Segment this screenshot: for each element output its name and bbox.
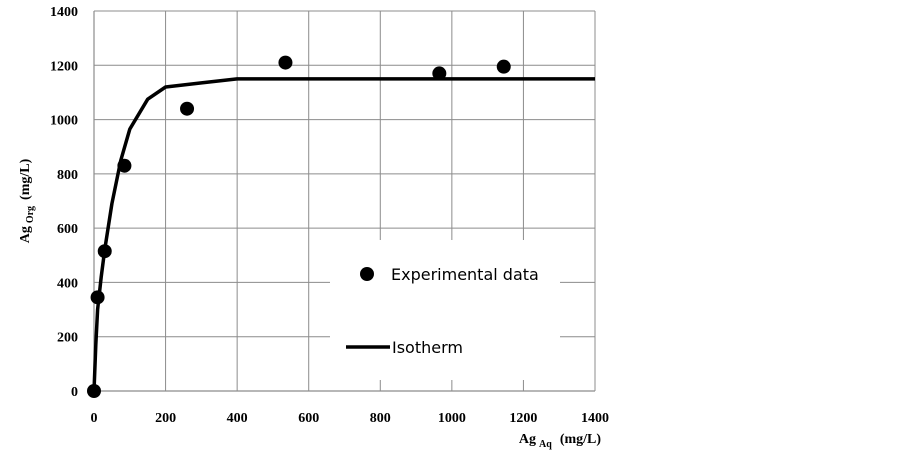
legend-label-experimental: Experimental data — [391, 265, 539, 284]
data-point-4 — [180, 101, 195, 116]
y-tick-label-6: 1200 — [50, 59, 78, 74]
data-point-1 — [90, 290, 105, 305]
legend-box — [330, 240, 560, 380]
x-axis-title: Ag Aq (mg/L) — [519, 432, 601, 450]
x-axis-title-main: Ag — [519, 432, 536, 447]
legend-marker-experimental — [360, 267, 374, 281]
y-tick-labels: 0 200 400 600 800 1000 1200 1400 — [50, 5, 78, 400]
x-tick-label-5: 1000 — [438, 411, 466, 426]
y-tick-label-0: 0 — [71, 385, 78, 400]
data-points — [87, 55, 511, 398]
x-tick-label-4: 800 — [370, 411, 391, 426]
y-tick-label-4: 800 — [57, 168, 78, 183]
x-tick-label-6: 1200 — [509, 411, 537, 426]
data-point-2 — [97, 244, 112, 259]
x-tick-label-1: 200 — [155, 411, 176, 426]
x-tick-label-3: 600 — [298, 411, 319, 426]
x-axis-title-sub: Aq — [539, 439, 552, 450]
y-axis-title-unit: (mg/L) — [18, 158, 33, 200]
y-axis-title: Ag Org (mg/L) — [18, 158, 36, 243]
y-axis-title-sub: Org — [25, 206, 36, 223]
data-point-0 — [87, 384, 101, 398]
y-tick-label-2: 400 — [57, 276, 78, 291]
x-tick-labels: 0 200 400 600 800 1000 1200 1400 — [91, 411, 610, 426]
x-tick-label-0: 0 — [91, 411, 98, 426]
y-axis-title-main: Ag — [18, 226, 33, 243]
data-point-3 — [117, 158, 132, 173]
y-tick-label-3: 600 — [57, 222, 78, 237]
data-point-5 — [278, 55, 293, 70]
x-tick-label-7: 1400 — [581, 411, 609, 426]
data-point-6 — [432, 66, 447, 81]
y-tick-label-7: 1400 — [50, 5, 78, 20]
axes — [93, 11, 595, 392]
data-point-7 — [496, 59, 511, 74]
y-tick-label-5: 1000 — [50, 114, 78, 129]
x-axis-title-unit: (mg/L) — [560, 432, 602, 447]
isotherm-line — [92, 77, 595, 392]
y-tick-label-1: 200 — [57, 331, 78, 346]
x-tick-label-2: 400 — [227, 411, 248, 426]
legend-label-isotherm: Isotherm — [392, 338, 463, 357]
series-lines — [92, 77, 595, 392]
